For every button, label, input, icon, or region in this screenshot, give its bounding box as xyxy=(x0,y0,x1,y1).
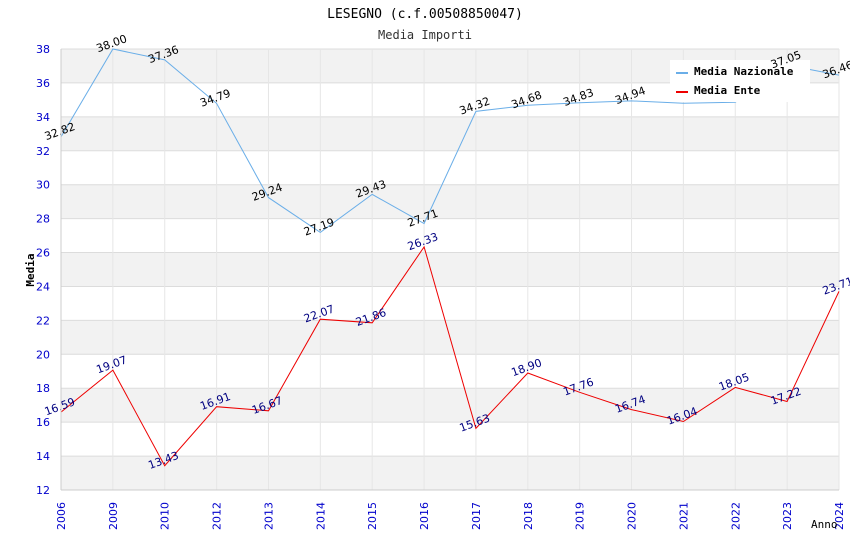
data-label-0: 34.83 xyxy=(561,86,595,109)
data-label-0: 34.68 xyxy=(510,89,544,112)
x-tick-label: 2014 xyxy=(314,502,327,530)
x-tick-label: 2024 xyxy=(833,502,846,530)
x-tick-label: 2017 xyxy=(470,502,483,530)
data-label-1: 18.90 xyxy=(510,356,544,379)
chart-subtitle: Media Importi xyxy=(378,28,472,42)
background-bands xyxy=(61,49,839,490)
y-tick-label: 28 xyxy=(36,213,50,226)
y-tick-label: 32 xyxy=(36,145,50,158)
y-tick-label: 14 xyxy=(36,450,50,463)
x-tick-label: 2020 xyxy=(626,502,639,530)
data-label-0: 34.79 xyxy=(198,87,232,110)
y-tick-label: 26 xyxy=(36,247,50,260)
y-tick-label: 30 xyxy=(36,179,50,192)
band xyxy=(61,116,839,151)
data-label-1: 19.07 xyxy=(95,353,129,376)
x-axis-title: Anno xyxy=(811,518,838,531)
legend-box xyxy=(670,60,810,102)
x-tick-label: 2010 xyxy=(159,502,172,530)
y-tick-label: 22 xyxy=(36,314,50,327)
x-tick-label: 2022 xyxy=(729,502,742,530)
legend: Media Nazionale Media Ente xyxy=(670,60,810,102)
x-tick-label: 2021 xyxy=(677,502,690,530)
x-tick-label: 2013 xyxy=(262,502,275,530)
legend-label-media-ente: Media Ente xyxy=(694,84,761,97)
y-tick-label: 20 xyxy=(36,348,50,361)
data-label-0: 34.94 xyxy=(613,84,647,107)
band xyxy=(61,456,839,490)
data-label-1: 26.33 xyxy=(406,230,440,253)
band xyxy=(61,388,839,423)
y-tick-label: 24 xyxy=(36,280,50,293)
y-axis-title: Media xyxy=(24,253,37,286)
x-tick-label: 2016 xyxy=(418,502,431,530)
y-tick-label: 18 xyxy=(36,382,50,395)
legend-label-media-nazionale: Media Nazionale xyxy=(694,65,794,78)
y-tick-label: 38 xyxy=(36,43,50,56)
x-tick-label: 2012 xyxy=(211,502,224,530)
band xyxy=(61,184,839,219)
gridlines xyxy=(60,48,840,491)
y-tick-label: 34 xyxy=(36,111,50,124)
chart-title: LESEGNO (c.f.00508850047) xyxy=(327,7,523,22)
series-line-0 xyxy=(60,48,840,234)
y-tick-label: 36 xyxy=(36,77,50,90)
x-tick-label: 2015 xyxy=(366,502,379,530)
band xyxy=(61,252,839,287)
x-tick-label: 2006 xyxy=(55,502,68,530)
x-tick-label: 2019 xyxy=(574,502,587,530)
y-tick-label: 12 xyxy=(36,484,50,497)
y-tick-label: 16 xyxy=(36,416,50,429)
x-tick-label: 2023 xyxy=(781,502,794,530)
series-line-1 xyxy=(60,245,840,467)
x-tick-label: 2018 xyxy=(522,502,535,530)
series-lines xyxy=(60,48,840,467)
x-tick-label: 2009 xyxy=(107,502,120,530)
